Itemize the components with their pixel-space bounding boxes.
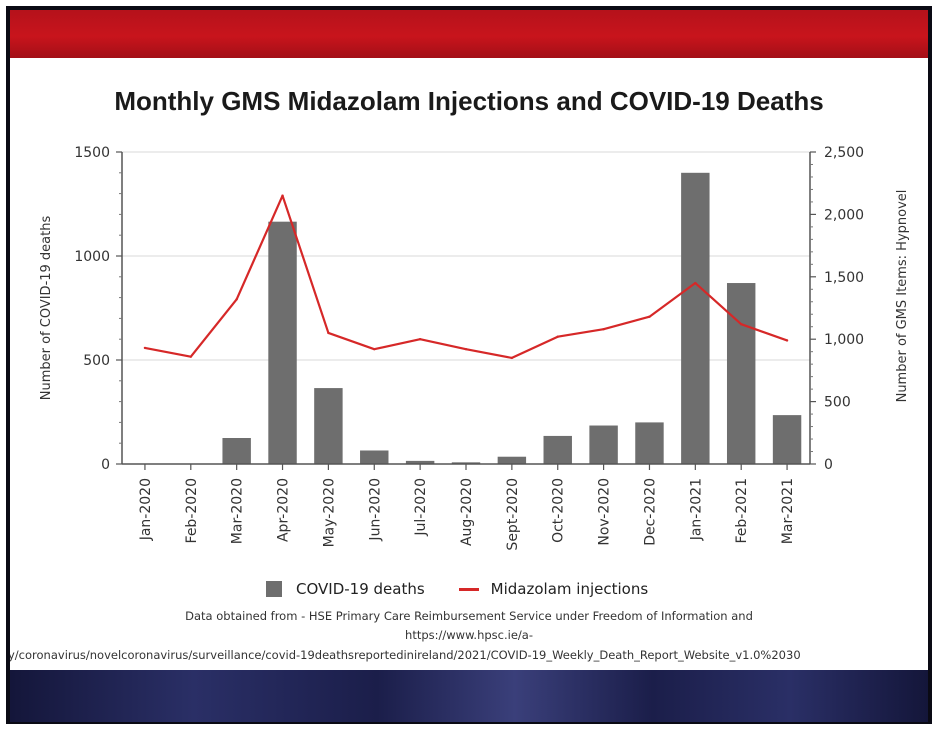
legend: COVID-19 deaths Midazolam injections — [266, 578, 648, 600]
bar-covid-deaths — [543, 435, 572, 464]
point-midazolam-injections — [327, 331, 330, 335]
point-midazolam-injections — [281, 194, 284, 197]
tick-label-right: 2,500 — [824, 145, 864, 161]
bar-covid-deaths — [268, 221, 297, 464]
bar-covid-deaths — [360, 450, 389, 464]
tick-label-right: 500 — [824, 395, 851, 411]
bar-covid-deaths — [635, 422, 664, 464]
source-note-line-1: Data obtained from - HSE Primary Care Re… — [185, 609, 753, 623]
tick-label-x: Jan-2020 — [138, 478, 154, 541]
point-midazolam-injections — [464, 347, 468, 351]
point-midazolam-injections — [785, 339, 789, 342]
point-midazolam-injections — [740, 323, 743, 326]
bar-covid-deaths — [681, 172, 710, 465]
point-midazolam-injections — [189, 355, 192, 358]
source-note-line-2[interactable]: https://www.hpsc.ie/a- — [405, 628, 533, 642]
tick-label-left: 500 — [83, 353, 110, 369]
tick-label-left: 0 — [101, 457, 110, 473]
point-midazolam-injections — [143, 346, 147, 350]
bar-covid-deaths — [497, 456, 527, 464]
tick-label-right: 0 — [824, 457, 833, 473]
point-midazolam-injections — [602, 328, 605, 331]
tick-label-x: Apr-2020 — [276, 478, 292, 542]
y-axis-left-title: Number of COVID-19 deaths — [39, 216, 54, 401]
chart-plot: 0 500 1000 1500 0 500 1,000 1,500 2,000 2,500 Jan-… — [39, 145, 910, 551]
y-axis-right-title: Number of GMS Items: Hypnovel — [895, 190, 910, 403]
tick-label-x: Feb-2021 — [734, 478, 750, 543]
legend-swatch-deaths — [266, 581, 282, 597]
legend-label-midazolam: Midazolam injections — [490, 580, 649, 598]
tick-label-x: Oct-2020 — [551, 478, 567, 543]
tick-label-x: Sept-2020 — [505, 478, 521, 551]
tick-label-x: Jul-2020 — [413, 478, 429, 537]
tick-label-x: Mar-2020 — [230, 478, 246, 544]
point-midazolam-injections — [510, 356, 514, 360]
bar-covid-deaths — [222, 438, 251, 464]
chart-title: Monthly GMS Midazolam Injections and COV… — [114, 86, 824, 116]
bar-covid-deaths — [451, 462, 481, 464]
point-midazolam-injections — [556, 335, 559, 338]
tick-label-right: 1,000 — [824, 332, 864, 348]
top-banner — [10, 10, 928, 58]
bar-covid-deaths — [726, 283, 756, 464]
tick-label-x: May-2020 — [321, 478, 337, 547]
point-midazolam-injections — [694, 281, 697, 285]
point-midazolam-injections — [373, 347, 376, 351]
point-midazolam-injections — [648, 315, 651, 318]
legend-label-deaths: COVID-19 deaths — [296, 580, 425, 598]
tick-label-x: Dec-2020 — [642, 478, 658, 546]
tick-label-x: Jan-2021 — [688, 478, 704, 541]
legend-swatch-midazolam — [458, 587, 479, 591]
bar-covid-deaths — [405, 460, 435, 464]
tick-label-left: 1500 — [74, 145, 110, 161]
point-midazolam-injections — [418, 338, 422, 341]
tick-label-x: Aug-2020 — [459, 478, 475, 546]
source-note-line-3[interactable]: y/coronavirus/novelcoronavirus/surveilla… — [10, 648, 801, 662]
bar-covid-deaths — [314, 388, 343, 464]
chart-panel: Monthly GMS Midazolam Injections and COV… — [10, 58, 928, 670]
tick-label-left: 1000 — [74, 249, 110, 265]
tick-label-x: Feb-2020 — [184, 478, 200, 543]
bar-covid-deaths — [772, 415, 802, 464]
tick-label-right: 1,500 — [824, 270, 864, 286]
tick-label-x: Jun-2020 — [367, 478, 383, 542]
tick-label-right: 2,000 — [824, 207, 864, 223]
tick-label-x: Mar-2021 — [780, 478, 796, 544]
point-midazolam-injections — [235, 298, 238, 301]
bar-covid-deaths — [589, 425, 618, 464]
tick-label-x: Nov-2020 — [597, 478, 613, 546]
bottom-image-strip — [10, 668, 928, 722]
